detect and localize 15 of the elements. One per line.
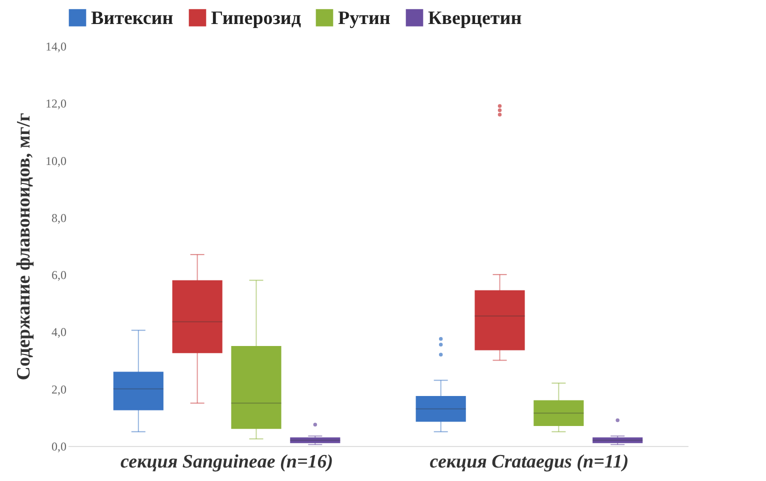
y-tick-label: 8,0 — [52, 210, 66, 225]
y-axis-title: Содержание флавоноидов, мг/г — [14, 112, 34, 380]
legend-label: Кверцетин — [428, 8, 522, 29]
legend-label: Рутин — [338, 8, 390, 29]
y-tick-label: 12,0 — [46, 96, 66, 111]
y-tick-label: 14,0 — [46, 40, 66, 54]
legend-label: Гиперозид — [211, 8, 302, 29]
y-tick-label: 0,0 — [52, 440, 66, 454]
y-tick-label: 2,0 — [52, 382, 66, 396]
x-tick-label: секция Sanguineae (n=16) — [120, 452, 334, 472]
y-tick-label: 10,0 — [46, 154, 66, 168]
y-tick-label: 4,0 — [52, 325, 66, 340]
y-tick-label: 6,0 — [52, 268, 66, 282]
legend-label: Витексин — [91, 8, 174, 29]
x-tick-label: секция Crataegus (n=11) — [430, 452, 629, 472]
